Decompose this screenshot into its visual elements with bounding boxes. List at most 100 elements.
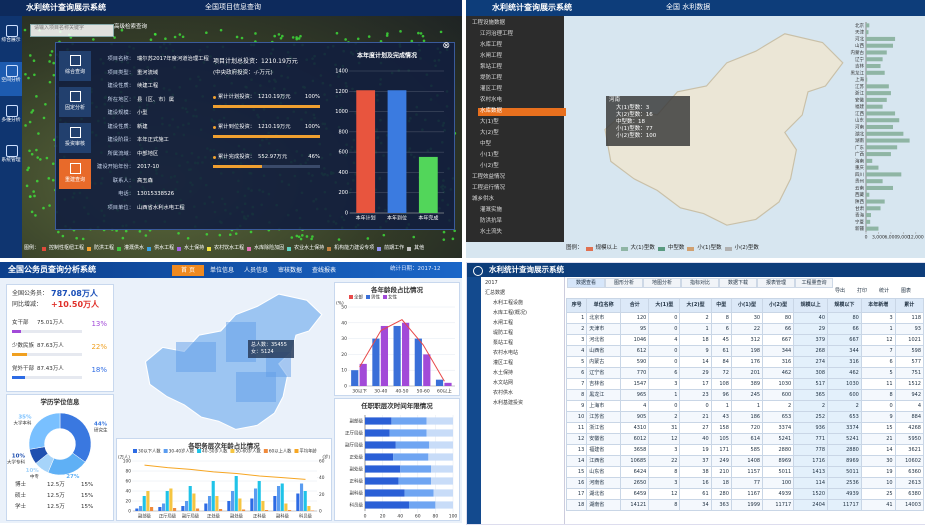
tree-item[interactable]: 水土保持 bbox=[493, 370, 514, 376]
toolbar-button[interactable]: 导出 bbox=[835, 288, 846, 294]
tab[interactable]: 数据查看 bbox=[567, 278, 605, 288]
legend-swatch bbox=[42, 246, 47, 251]
group-name: 女干部 bbox=[12, 320, 29, 326]
tree-item[interactable]: 水利基建投资 bbox=[493, 400, 524, 406]
tab[interactable]: 工程量查询 bbox=[795, 278, 833, 288]
legend-swatch bbox=[230, 449, 235, 453]
project-panel: 水利统计查询展示系统 全国项目信息查询 综合展示 空间分析 多维分析 系统管理 请输入项… bbox=[0, 0, 462, 258]
sidebar-item[interactable]: 系统管理 bbox=[0, 142, 22, 176]
bar bbox=[393, 453, 429, 461]
line bbox=[144, 464, 306, 480]
tree-item[interactable]: 灌区工程 bbox=[493, 360, 514, 366]
y-tick-label: 0 bbox=[344, 384, 347, 390]
subnav-item[interactable]: 重建查询 bbox=[59, 159, 91, 189]
table-row: 5 内蒙古 590 0 14 84 176 316 274 316 6 577 bbox=[565, 356, 925, 368]
tree-item[interactable]: 农村供水 bbox=[493, 390, 514, 396]
tree-item[interactable]: 大(2)型 bbox=[480, 130, 499, 136]
tree-item[interactable]: 水库工程(概况) bbox=[493, 310, 527, 316]
toolbar-button[interactable]: 打印 bbox=[857, 288, 868, 294]
tree-item[interactable]: 大(1)型 bbox=[480, 119, 499, 125]
search-button[interactable]: 高级检索查询 bbox=[114, 24, 148, 30]
subnav-item[interactable]: 综合查询 bbox=[59, 51, 91, 81]
category-label: 30以下 bbox=[352, 389, 367, 395]
tree-item[interactable]: 城乡供水 bbox=[472, 196, 495, 202]
tree-item[interactable]: 农村水电站 bbox=[493, 350, 519, 356]
tree-item[interactable]: 泵站工程 bbox=[480, 64, 503, 70]
system-title: 水利统计查询展示系统 bbox=[489, 265, 564, 274]
tree-item[interactable]: 堤防工程 bbox=[493, 330, 514, 336]
tree-item[interactable]: 水文站网 bbox=[493, 380, 514, 386]
sidebar-item[interactable]: 综合展示 bbox=[0, 22, 22, 56]
legend-title: 图例： bbox=[24, 245, 40, 251]
bar bbox=[365, 489, 405, 497]
field-value: 瑞尔苏2017年度河道治理工程 bbox=[137, 56, 209, 62]
category-label: 副处级 bbox=[230, 513, 244, 520]
close-button[interactable]: ⊗ bbox=[442, 41, 450, 51]
bar bbox=[372, 338, 380, 386]
field-value: 新建 bbox=[137, 123, 148, 130]
tooltip-line: 总人数：35455 bbox=[251, 342, 287, 348]
sidebar-item[interactable]: 空间分析 bbox=[0, 62, 22, 96]
subnav-item[interactable]: 固定分析 bbox=[59, 87, 91, 117]
tree-item[interactable]: 小(2)型 bbox=[480, 163, 499, 169]
tree-item[interactable]: 中型 bbox=[480, 141, 492, 147]
subnav-item[interactable]: 投资审核 bbox=[59, 123, 91, 153]
x-tick-label: 60 bbox=[415, 514, 421, 520]
tree-item[interactable]: 水土流失 bbox=[480, 229, 503, 235]
tree-item[interactable]: 工程运行情况 bbox=[472, 185, 506, 191]
tree-item[interactable]: 堤防工程 bbox=[480, 75, 503, 81]
tree-item[interactable]: 泵站工程 bbox=[493, 340, 514, 346]
nav-item[interactable]: 审核数据 bbox=[277, 267, 302, 274]
table-cell: 6424 bbox=[620, 466, 650, 478]
nav-item[interactable]: 单位信息 bbox=[209, 267, 234, 274]
toolbar-button[interactable]: 图表 bbox=[901, 288, 912, 294]
tree-item[interactable]: 工程设施数据 bbox=[472, 20, 506, 26]
tree-item[interactable]: 2017 bbox=[485, 280, 498, 286]
education-card: 学历学位信息44%研究生27%中专及以下10%中专10%大学专科35%大学本科博… bbox=[6, 394, 114, 521]
pie-value-label: 10% bbox=[12, 454, 26, 460]
tree-item[interactable]: 水闸工程 bbox=[493, 320, 514, 326]
tree-item[interactable]: 灌溉实施 bbox=[480, 207, 503, 213]
nav-item[interactable]: 人员信息 bbox=[243, 267, 268, 274]
tab[interactable]: 数据下载 bbox=[719, 278, 757, 288]
legend-swatch bbox=[366, 295, 370, 299]
tree-item[interactable]: 工程效益情况 bbox=[472, 174, 506, 180]
tab[interactable]: 指标对比 bbox=[681, 278, 719, 288]
tree-item[interactable]: 水库工程 bbox=[480, 42, 503, 48]
table-cell: 6360 bbox=[894, 466, 925, 478]
category-label: 江西 bbox=[855, 110, 864, 117]
tree-item[interactable]: 小(1)型 bbox=[480, 152, 499, 158]
y-tick-label: 200 bbox=[338, 190, 348, 196]
header-cell: 规模以下 bbox=[827, 298, 862, 313]
tree-item[interactable]: 防洪抗旱 bbox=[480, 218, 503, 224]
tab[interactable]: 地图分析 bbox=[643, 278, 681, 288]
tree-item[interactable]: 水库数据 bbox=[478, 108, 566, 116]
category-label: 四川 bbox=[855, 172, 864, 178]
nav-item[interactable]: 查线报表 bbox=[311, 267, 336, 274]
toolbar-button[interactable]: 统计 bbox=[879, 288, 890, 294]
bar bbox=[391, 417, 427, 425]
tab[interactable]: 图形分析 bbox=[605, 278, 643, 288]
education-cell: 12.5万 bbox=[47, 504, 65, 510]
project-dot bbox=[234, 232, 238, 235]
legend-label: 农村饮水工程 bbox=[214, 245, 245, 251]
tree-item[interactable]: 江河治理工程 bbox=[480, 31, 514, 37]
table-cell: 14 bbox=[860, 444, 896, 456]
table-cell: 15 bbox=[565, 466, 588, 478]
tree-item[interactable]: 灌区工程 bbox=[480, 86, 503, 92]
table-cell: 344 bbox=[762, 345, 795, 357]
tree-item[interactable]: 汇总数据 bbox=[485, 290, 506, 296]
tree-item[interactable]: 农村水电 bbox=[480, 97, 503, 103]
project-dot bbox=[240, 36, 244, 40]
table-cell: 18 bbox=[679, 334, 712, 346]
table-cell: 176 bbox=[730, 356, 764, 368]
sidebar-item[interactable]: 多维分析 bbox=[0, 102, 22, 136]
project-dot bbox=[30, 210, 34, 214]
search-input[interactable]: 请输入项目名称关键字 bbox=[30, 24, 114, 37]
tree-item[interactable]: 水利工程设施 bbox=[493, 300, 524, 306]
nav-item[interactable]: 首 页 bbox=[172, 265, 204, 276]
tree-item[interactable]: 水闸工程 bbox=[480, 53, 503, 59]
tab[interactable]: 报表管理 bbox=[757, 278, 795, 288]
y-axis-label: (%) bbox=[336, 301, 344, 307]
bar bbox=[866, 43, 893, 48]
